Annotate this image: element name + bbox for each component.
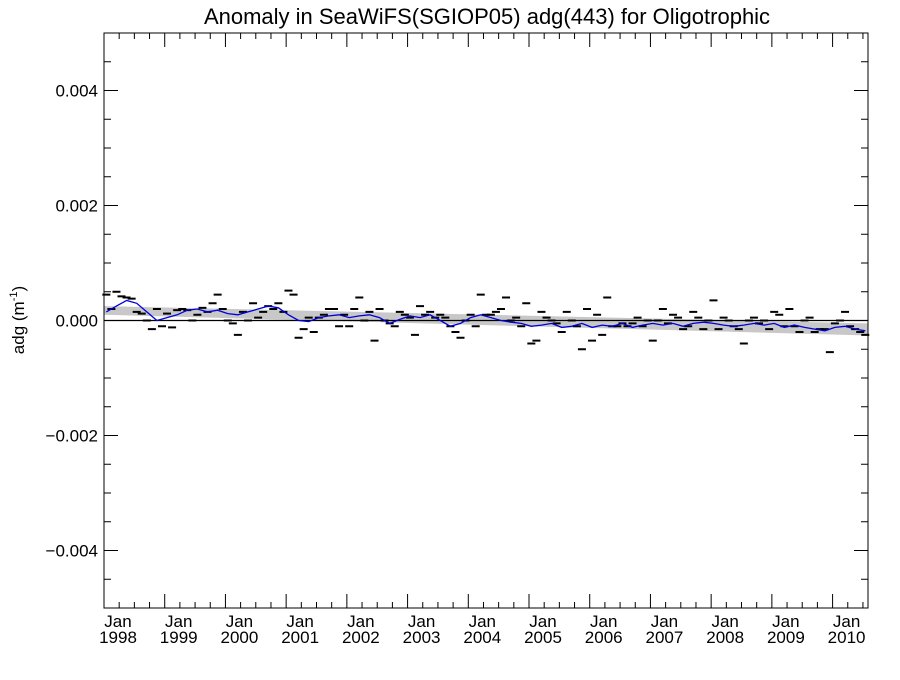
- y-axis-label-superscript: -1: [8, 291, 20, 301]
- x-tick-month-label: Jan: [469, 612, 496, 631]
- axes-layer: −0.004−0.0020.0000.0020.004Jan1998Jan199…: [46, 33, 868, 647]
- x-tick-year-label: 1999: [160, 628, 198, 647]
- x-tick-month-label: Jan: [590, 612, 617, 631]
- x-tick-year-label: 2010: [828, 628, 866, 647]
- y-tick-label: −0.004: [46, 542, 98, 561]
- running-mean-line: [105, 299, 866, 332]
- x-tick-year-label: 2008: [706, 628, 744, 647]
- y-axis-label: adg (m-1): [8, 286, 28, 354]
- y-tick-label: 0.004: [55, 82, 98, 101]
- x-tick-year-label: 2006: [585, 628, 623, 647]
- x-tick-month-label: Jan: [286, 612, 313, 631]
- x-tick-year-label: 2000: [221, 628, 259, 647]
- x-tick-year-label: 2003: [403, 628, 441, 647]
- x-tick-year-label: 2002: [342, 628, 380, 647]
- x-tick-year-label: 2004: [463, 628, 501, 647]
- x-tick-month-label: Jan: [651, 612, 678, 631]
- x-tick-year-label: 1998: [99, 628, 137, 647]
- x-tick-month-label: Jan: [347, 612, 374, 631]
- x-tick-month-label: Jan: [833, 612, 860, 631]
- x-tick-year-label: 2001: [281, 628, 319, 647]
- running-mean-layer: [105, 299, 866, 332]
- x-tick-month-label: Jan: [772, 612, 799, 631]
- y-tick-label: 0.002: [55, 197, 98, 216]
- x-tick-month-label: Jan: [104, 612, 131, 631]
- y-axis-label-base: adg (m: [9, 301, 28, 354]
- y-tick-label: 0.000: [55, 312, 98, 331]
- x-tick-month-label: Jan: [529, 612, 556, 631]
- x-tick-year-label: 2007: [646, 628, 684, 647]
- x-tick-month-label: Jan: [711, 612, 738, 631]
- x-tick-month-label: Jan: [408, 612, 435, 631]
- y-axis-label-close: ): [9, 286, 28, 292]
- x-tick-month-label: Jan: [226, 612, 253, 631]
- y-tick-label: −0.002: [46, 427, 98, 446]
- chart-title: Anomaly in SeaWiFS(SGIOP05) adg(443) for…: [204, 4, 770, 29]
- x-tick-year-label: 2009: [767, 628, 805, 647]
- x-tick-year-label: 2005: [524, 628, 562, 647]
- x-tick-month-label: Jan: [165, 612, 192, 631]
